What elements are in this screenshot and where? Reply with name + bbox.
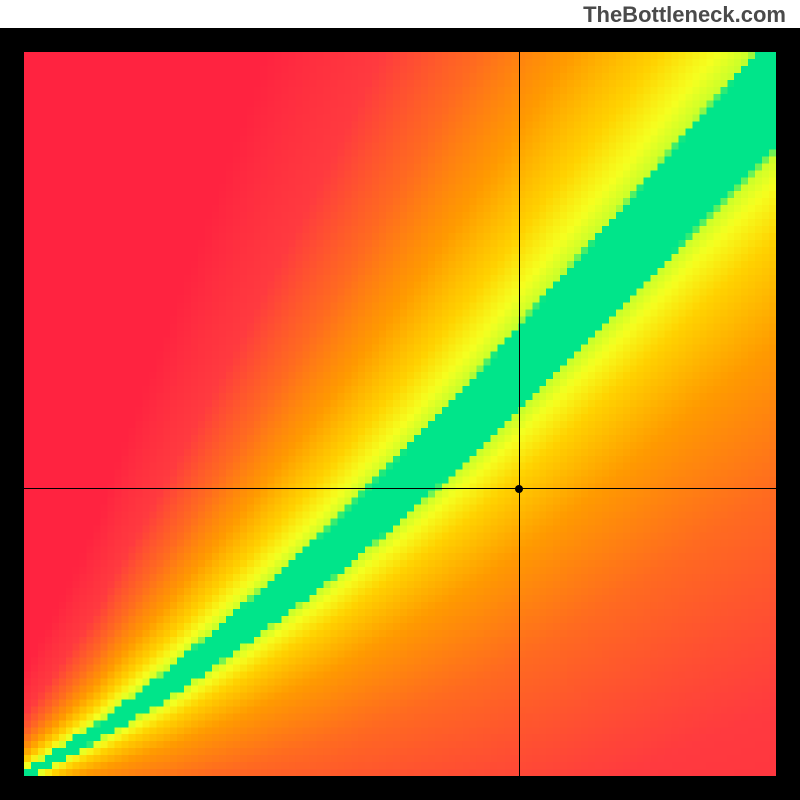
frame-border-top <box>0 28 800 52</box>
frame-border-right <box>776 28 800 800</box>
frame-border-left <box>0 28 24 800</box>
bottleneck-heatmap <box>24 52 776 776</box>
watermark-text: TheBottleneck.com <box>583 2 786 28</box>
frame-border-bottom <box>0 776 800 800</box>
crosshair-dot <box>515 485 523 493</box>
crosshair-horizontal <box>24 488 776 489</box>
crosshair-vertical <box>519 52 520 776</box>
